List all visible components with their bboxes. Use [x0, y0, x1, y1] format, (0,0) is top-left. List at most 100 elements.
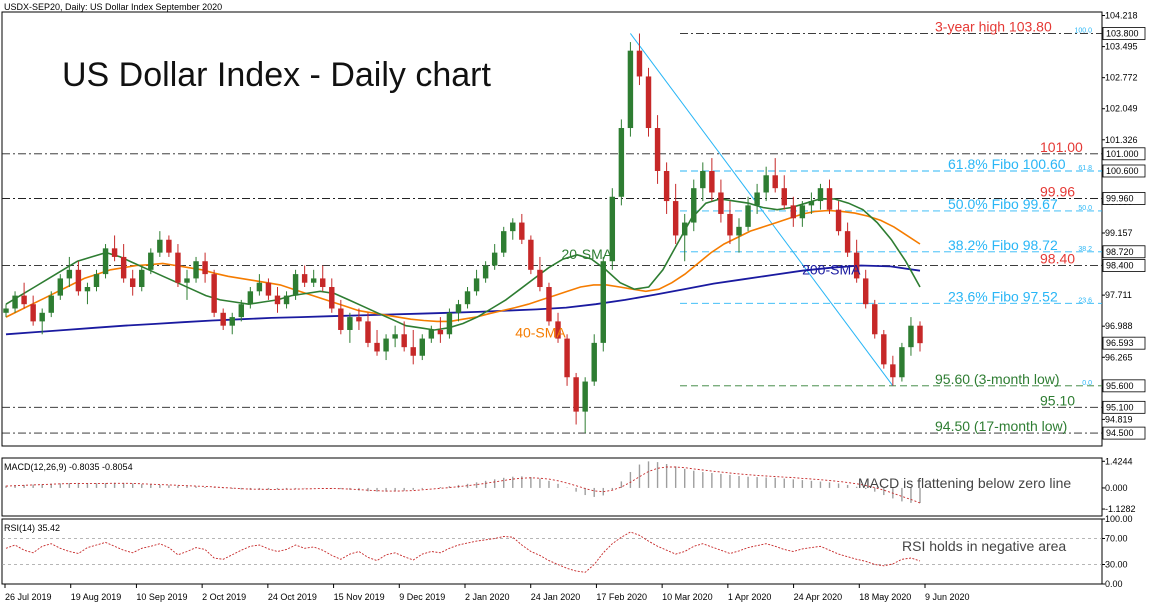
fib-ratio-7: 23.6: [1078, 297, 1092, 304]
candle: [39, 308, 45, 335]
candle: [555, 312, 561, 343]
level-label-5: 38.2% Fibo 98.72: [948, 237, 1058, 253]
sma200-line: [5, 264, 921, 336]
candle: [111, 235, 118, 262]
candle: [455, 299, 462, 322]
candle: [356, 308, 362, 330]
date-label: 1 Apr 2020: [728, 592, 772, 602]
level-label-0: 3-year high 103.80: [935, 18, 1052, 34]
candle: [419, 334, 425, 361]
candle: [166, 235, 172, 257]
candle: [283, 291, 290, 309]
candle: [709, 158, 715, 202]
candle: [781, 175, 787, 210]
price-tag-box: [1102, 27, 1146, 40]
candle: [591, 334, 597, 386]
level-label-8: 95.60 (3-month low): [935, 371, 1060, 387]
price-tick-label: 102.772: [1105, 73, 1138, 83]
macd-panel-frame: [1, 457, 1103, 517]
candle: [862, 269, 869, 309]
candle: [310, 269, 317, 288]
price-tag: 98.720: [1106, 247, 1134, 257]
candle: [211, 269, 217, 318]
candle: [256, 274, 263, 296]
candle: [220, 308, 226, 330]
candle: [374, 329, 380, 356]
candle: [157, 231, 163, 257]
macd-note: MACD is flattening below zero line: [858, 475, 1071, 491]
level-label-7: 23.6% Fibo 97.52: [948, 288, 1058, 304]
rsi-header: RSI(14) 35.42: [4, 523, 60, 533]
price-tag: 94.500: [1106, 428, 1134, 438]
candle: [663, 162, 670, 214]
candle: [48, 291, 54, 318]
candle: [93, 269, 100, 292]
date-label: 24 Jan 2020: [531, 592, 581, 602]
price-tag: 95.600: [1106, 381, 1134, 391]
date-label: 2 Jan 2020: [465, 592, 510, 602]
candle: [274, 287, 281, 313]
candle: [383, 334, 389, 361]
date-label: 10 Mar 2020: [662, 592, 713, 602]
date-label: 24 Apr 2020: [794, 592, 843, 602]
rsi-tick-label: 0.00: [1105, 579, 1123, 589]
price-tick-label: 96.265: [1105, 352, 1133, 362]
candle: [365, 312, 371, 348]
date-label: 18 May 2020: [859, 592, 911, 602]
macd-tick-label: 0.000: [1105, 483, 1128, 493]
price-panel-frame: [1, 11, 1103, 447]
candle: [329, 278, 335, 313]
candle: [672, 183, 679, 245]
candle: [401, 321, 407, 352]
price-tick-label: 101.326: [1105, 135, 1138, 145]
candle: [718, 179, 724, 223]
candle: [301, 265, 308, 288]
rsi-axis: 100.00 70.00 30.00 0.00: [1102, 514, 1133, 589]
candle: [238, 299, 245, 322]
rsi-tick-label: 30.00: [1105, 560, 1128, 570]
candle: [292, 269, 299, 300]
candle: [446, 308, 453, 339]
candle: [736, 218, 742, 253]
price-tag-box: [1102, 336, 1146, 350]
date-label: 15 Nov 2019: [334, 592, 385, 602]
candle: [681, 213, 688, 262]
candle: [618, 119, 625, 206]
fibo-trendline: [630, 33, 894, 387]
candle: [75, 261, 82, 296]
price-tag: 101.000: [1106, 149, 1139, 159]
level-label-2: 61.8% Fibo 100.60: [948, 156, 1066, 172]
candle: [57, 274, 64, 300]
level-label-4: 50.0% Fibo 99.67: [948, 196, 1058, 212]
price-tag-box: [1102, 192, 1146, 205]
candle: [120, 244, 127, 283]
rsi-panel-frame: [1, 518, 1103, 585]
macd-header: MACD(12,26,9) -0.8035 -0.8054: [4, 462, 133, 472]
candle: [3, 304, 9, 318]
candle: [184, 269, 190, 300]
price-tag-box: [1102, 147, 1146, 161]
candle: [193, 256, 199, 283]
candle: [247, 287, 254, 309]
candle: [881, 329, 887, 369]
candle: [139, 265, 145, 292]
date-label: 2 Oct 2019: [202, 592, 246, 602]
candle: [30, 295, 36, 326]
candle: [745, 196, 751, 232]
candle: [763, 166, 769, 202]
candle: [573, 372, 579, 425]
date-label: 24 Oct 2019: [268, 592, 317, 602]
macd-tick-label: 1.4244: [1105, 456, 1133, 466]
candle: [826, 179, 833, 214]
sma200-label: 200-SMA: [802, 262, 861, 278]
candle: [473, 269, 480, 296]
level-label-6: 98.40: [1040, 251, 1075, 267]
candle: [175, 244, 181, 288]
candle: [464, 287, 471, 309]
price-tick-label: 96.988: [1105, 321, 1133, 331]
candle: [853, 239, 860, 283]
date-label: 19 Aug 2019: [71, 592, 122, 602]
date-label: 10 Sep 2019: [136, 592, 187, 602]
price-tag: 98.400: [1106, 261, 1134, 271]
candle: [320, 265, 326, 292]
